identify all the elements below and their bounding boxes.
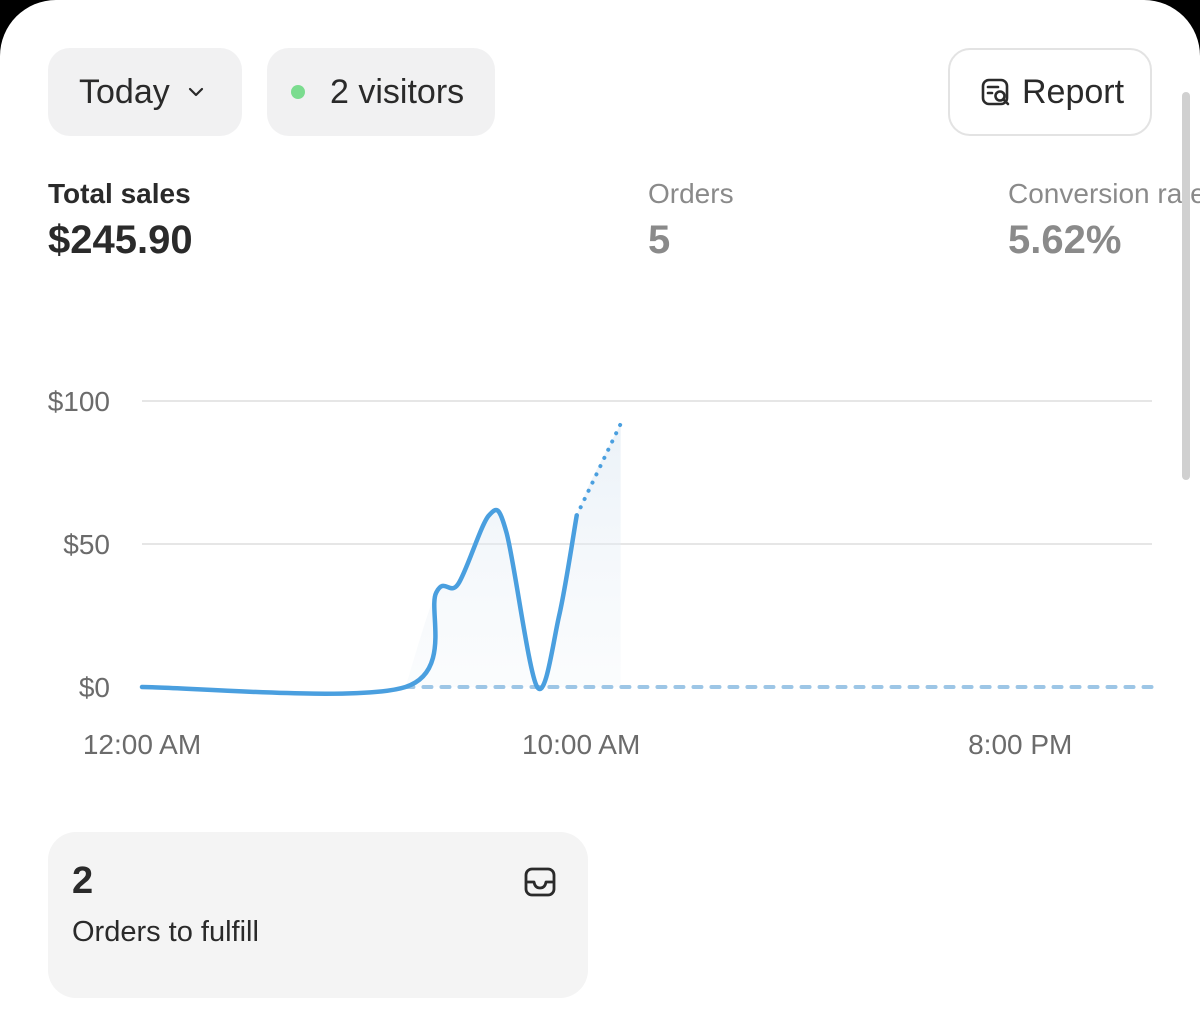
series-line-today [139, 507, 579, 696]
orders-to-fulfill-count: 2 [72, 860, 94, 902]
metric-label: Orders [648, 178, 734, 209]
metric-label: Conversion rate [1008, 178, 1200, 209]
metric-value: 5 [648, 218, 671, 262]
scrollbar[interactable] [1182, 92, 1190, 480]
orders-to-fulfill-label: Orders to fulfill [72, 916, 259, 948]
orders-to-fulfill-card[interactable]: 2 Orders to fulfill [48, 832, 588, 998]
inbox-icon [522, 864, 558, 900]
report-label: Report [1022, 72, 1125, 111]
x-tick-label: 10:00 AM [522, 729, 640, 760]
x-tick-label: 8:00 PM [968, 729, 1072, 760]
date-filter-label: Today [79, 72, 170, 111]
date-filter-dropdown[interactable]: Today [48, 48, 242, 136]
report-button[interactable]: Report [948, 48, 1152, 136]
metric-total-sales[interactable]: Total sales $245.90 [48, 178, 193, 264]
y-tick-label: $100 [48, 386, 110, 417]
y-tick-label: $0 [79, 672, 110, 703]
chevron-down-icon [186, 82, 206, 102]
sales-line-chart: $0 $50 $100 12:00 AM 10:00 AM 8:00 PM [48, 386, 1154, 760]
series-area-fill [405, 423, 621, 689]
metric-orders[interactable]: Orders 5 [648, 178, 734, 264]
visitors-label: 2 visitors [330, 72, 465, 111]
report-icon [980, 76, 1012, 108]
metric-conversion-rate[interactable]: Conversion rate 5.62% [1008, 178, 1200, 264]
metric-value: 5.62% [1008, 218, 1122, 262]
metric-label: Total sales [48, 178, 191, 209]
y-tick-label: $50 [63, 529, 110, 560]
metric-value: $245.90 [48, 218, 193, 262]
x-tick-label: 12:00 AM [83, 729, 201, 760]
live-visitors-pill[interactable]: 2 visitors [267, 48, 495, 136]
live-status-dot [291, 85, 305, 99]
